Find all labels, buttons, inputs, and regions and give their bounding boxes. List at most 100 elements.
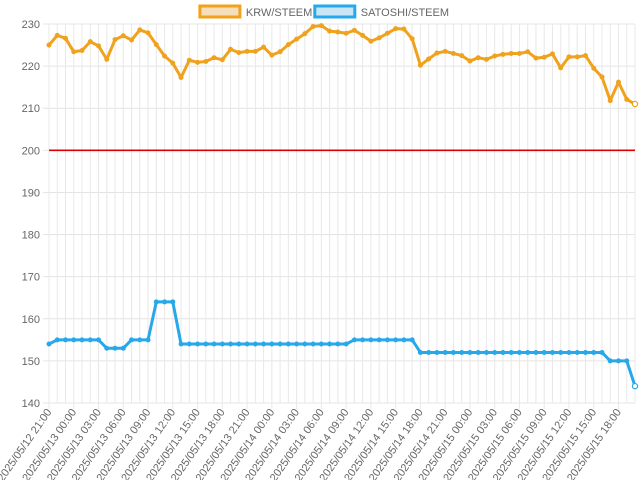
data-point — [244, 341, 250, 347]
data-point — [368, 337, 374, 343]
data-point — [624, 96, 630, 102]
data-point — [195, 341, 201, 347]
data-point — [459, 53, 465, 59]
data-point — [335, 29, 341, 35]
series-line — [47, 24, 637, 106]
data-point — [211, 55, 217, 61]
data-point — [591, 349, 597, 355]
data-point — [195, 59, 201, 65]
data-point — [236, 341, 242, 347]
data-point — [277, 49, 283, 55]
data-point — [417, 349, 423, 355]
data-point — [211, 341, 217, 347]
data-point — [393, 26, 399, 32]
data-point — [261, 341, 267, 347]
data-point — [582, 349, 588, 355]
data-point — [137, 337, 143, 343]
data-point — [467, 349, 473, 355]
data-point — [475, 349, 481, 355]
data-point — [186, 341, 192, 347]
data-point — [624, 358, 630, 364]
data-point — [335, 341, 341, 347]
data-point — [145, 337, 151, 343]
data-point — [54, 337, 60, 343]
data-point — [96, 43, 102, 49]
legend-swatch[interactable] — [198, 4, 242, 19]
data-point — [401, 26, 407, 32]
data-point — [310, 24, 316, 30]
data-point — [417, 62, 423, 68]
legend-item-krw-steem[interactable]: KRW/STEEM — [198, 4, 312, 19]
data-point — [467, 58, 473, 64]
data-point — [401, 337, 407, 343]
y-tick-label: 230 — [22, 19, 40, 31]
data-point — [500, 349, 506, 355]
data-point — [607, 358, 613, 364]
series-layer — [46, 23, 639, 390]
data-point — [533, 349, 539, 355]
legend-item-satoshi-steem[interactable]: SATOSHI/STEEM — [313, 4, 449, 19]
data-point — [508, 349, 514, 355]
data-point — [558, 349, 564, 355]
y-tick-label: 180 — [22, 230, 40, 242]
data-point — [508, 50, 514, 56]
data-point — [360, 337, 366, 343]
data-point — [442, 48, 448, 54]
data-point — [54, 32, 60, 38]
data-point — [525, 49, 531, 55]
data-point — [46, 341, 52, 347]
y-tick-label: 210 — [22, 103, 40, 115]
data-point — [541, 349, 547, 355]
legend-label[interactable]: KRW/STEEM — [246, 7, 312, 19]
data-point — [368, 38, 374, 44]
series-krw-steem — [46, 23, 639, 108]
data-point — [549, 51, 555, 57]
y-tick-label: 200 — [22, 145, 40, 157]
data-point — [162, 53, 168, 59]
data-point — [327, 28, 333, 34]
data-point — [615, 79, 621, 85]
data-point — [63, 35, 69, 41]
data-point — [228, 46, 234, 52]
data-point — [63, 337, 69, 343]
data-point — [137, 27, 143, 33]
data-point — [492, 349, 498, 355]
data-point — [591, 65, 597, 71]
legend-swatch[interactable] — [313, 4, 357, 19]
legend[interactable]: KRW/STEEM SATOSHI/STEEM — [198, 4, 449, 19]
data-point — [252, 341, 258, 347]
data-point — [104, 56, 110, 62]
data-point — [384, 337, 390, 343]
data-point — [566, 54, 572, 60]
data-point — [582, 53, 588, 59]
legend-label[interactable]: SATOSHI/STEEM — [361, 7, 449, 19]
data-point — [203, 58, 209, 64]
axes: 1401501601701801902002102202302025/05/12… — [0, 19, 624, 480]
data-point — [162, 299, 168, 305]
data-point — [310, 341, 316, 347]
data-point — [376, 35, 382, 41]
data-point — [574, 349, 580, 355]
data-point — [261, 44, 267, 50]
data-point — [558, 65, 564, 71]
data-point — [269, 341, 275, 347]
series-satoshi-steem — [46, 299, 639, 390]
data-point — [607, 98, 613, 104]
data-point — [104, 345, 110, 351]
data-point — [302, 341, 308, 347]
y-tick-label: 170 — [22, 272, 40, 284]
data-point — [244, 48, 250, 54]
data-point — [153, 299, 159, 305]
series-line — [47, 300, 637, 388]
data-point — [112, 37, 118, 43]
data-point — [483, 56, 489, 62]
data-point — [492, 53, 498, 59]
data-point — [442, 349, 448, 355]
data-point — [71, 49, 77, 55]
data-point — [79, 48, 85, 54]
data-point — [236, 50, 242, 56]
data-point — [500, 51, 506, 57]
data-point — [87, 39, 93, 45]
